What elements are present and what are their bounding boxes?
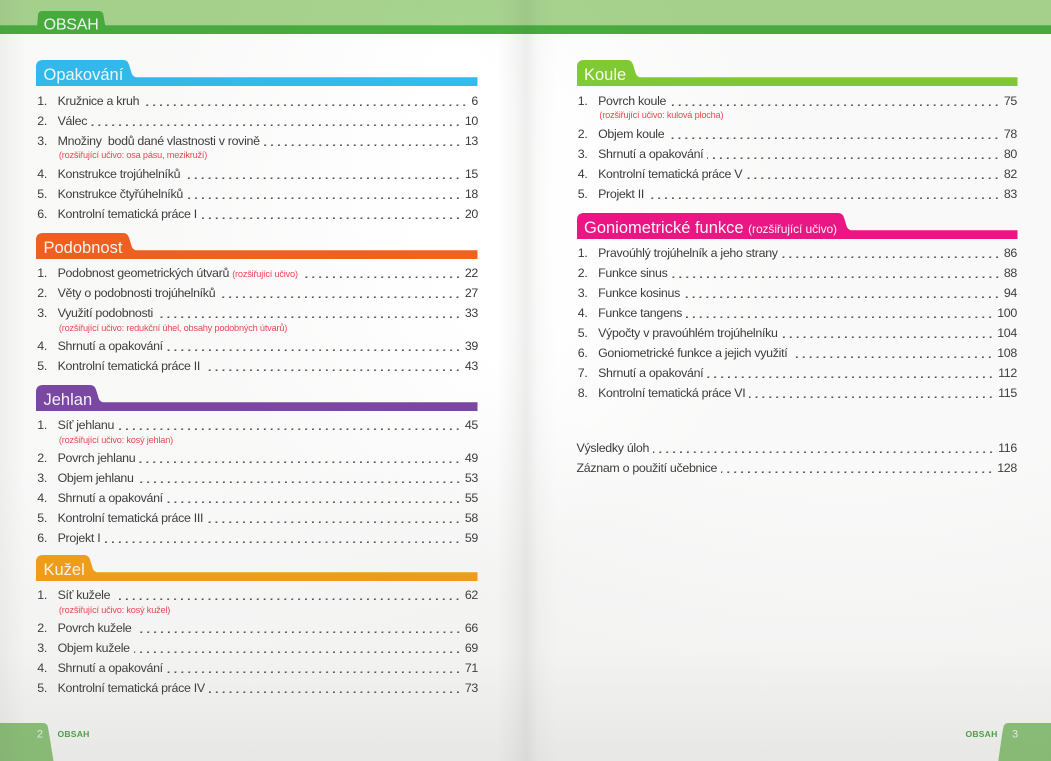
svg-text:2: 2 xyxy=(37,729,43,741)
svg-text:OBSAH: OBSAH xyxy=(44,16,99,33)
svg-text:3: 3 xyxy=(1012,729,1018,741)
